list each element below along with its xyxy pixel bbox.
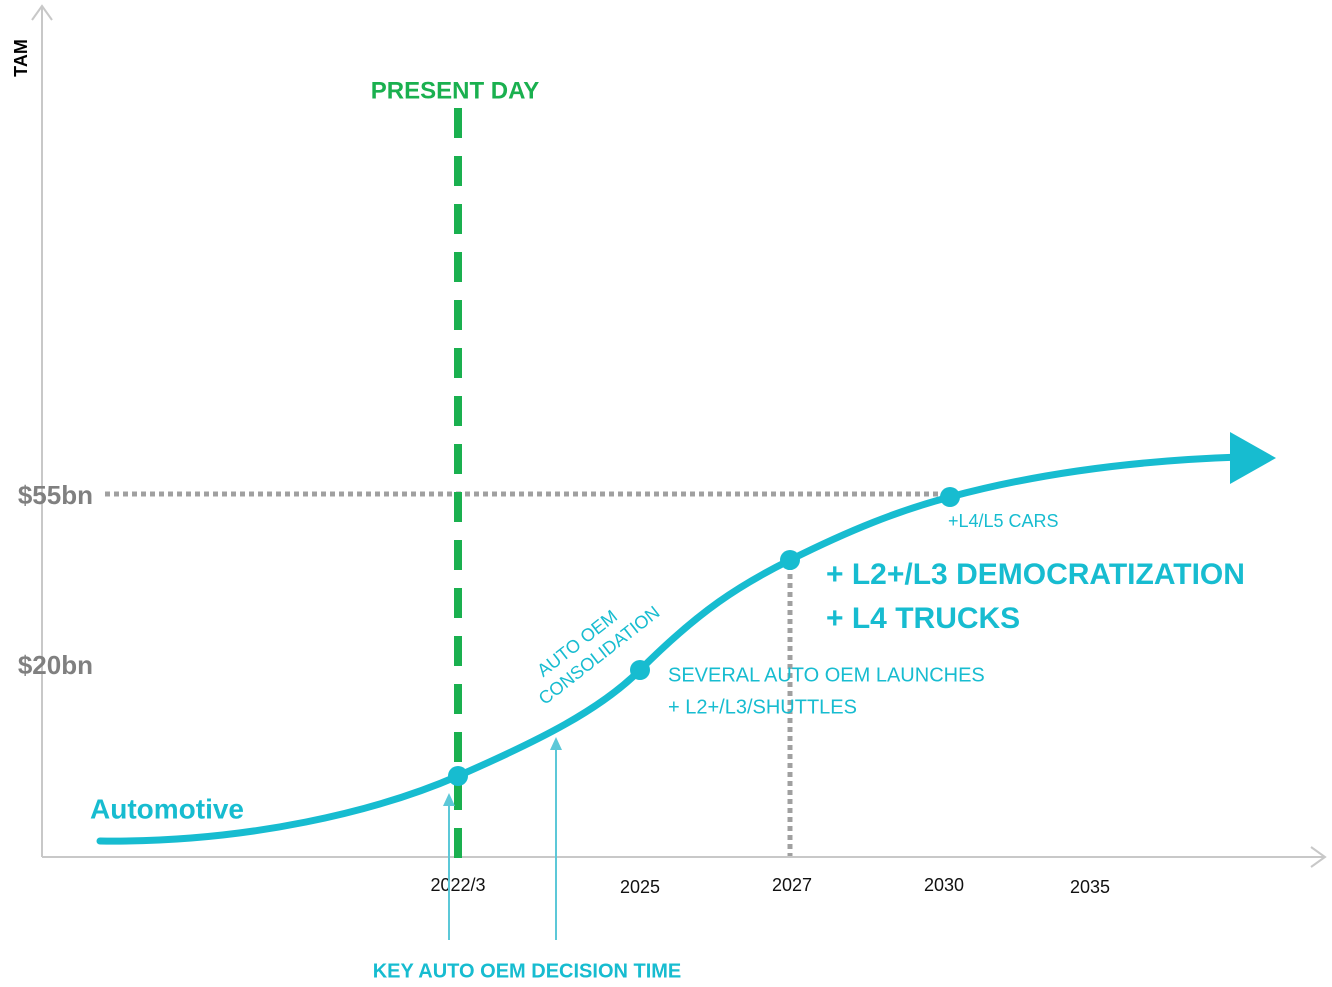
y-level: $55bn: [18, 480, 93, 510]
decision-arrows: [443, 737, 562, 940]
milestones: [448, 487, 960, 786]
annotation: + L4 TRUCKS: [826, 602, 1020, 635]
curve-arrowhead: [1230, 432, 1276, 484]
x-label: 2035: [1070, 877, 1110, 897]
annotation: + L2+/L3/SHUTTLES: [668, 696, 857, 718]
decision-label: KEY AUTO OEM DECISION TIME: [373, 960, 682, 982]
annotation: +L4/L5 CARS: [948, 511, 1059, 531]
y-level: $20bn: [18, 650, 93, 680]
axes: [31, 4, 1327, 868]
x-label: 2025: [620, 877, 660, 897]
annotation: SEVERAL AUTO OEM LAUNCHES: [668, 664, 985, 686]
x-label: 2022/3: [430, 875, 485, 895]
growth-curve: [96, 453, 1244, 845]
y-axis-label: TAM: [11, 39, 31, 77]
x-label: 2030: [924, 875, 964, 895]
series-label: Automotive: [90, 793, 244, 824]
present-day-label: PRESENT DAY: [371, 77, 540, 104]
x-label: 2027: [772, 875, 812, 895]
annotation: + L2+/L3 DEMOCRATIZATION: [826, 558, 1245, 591]
